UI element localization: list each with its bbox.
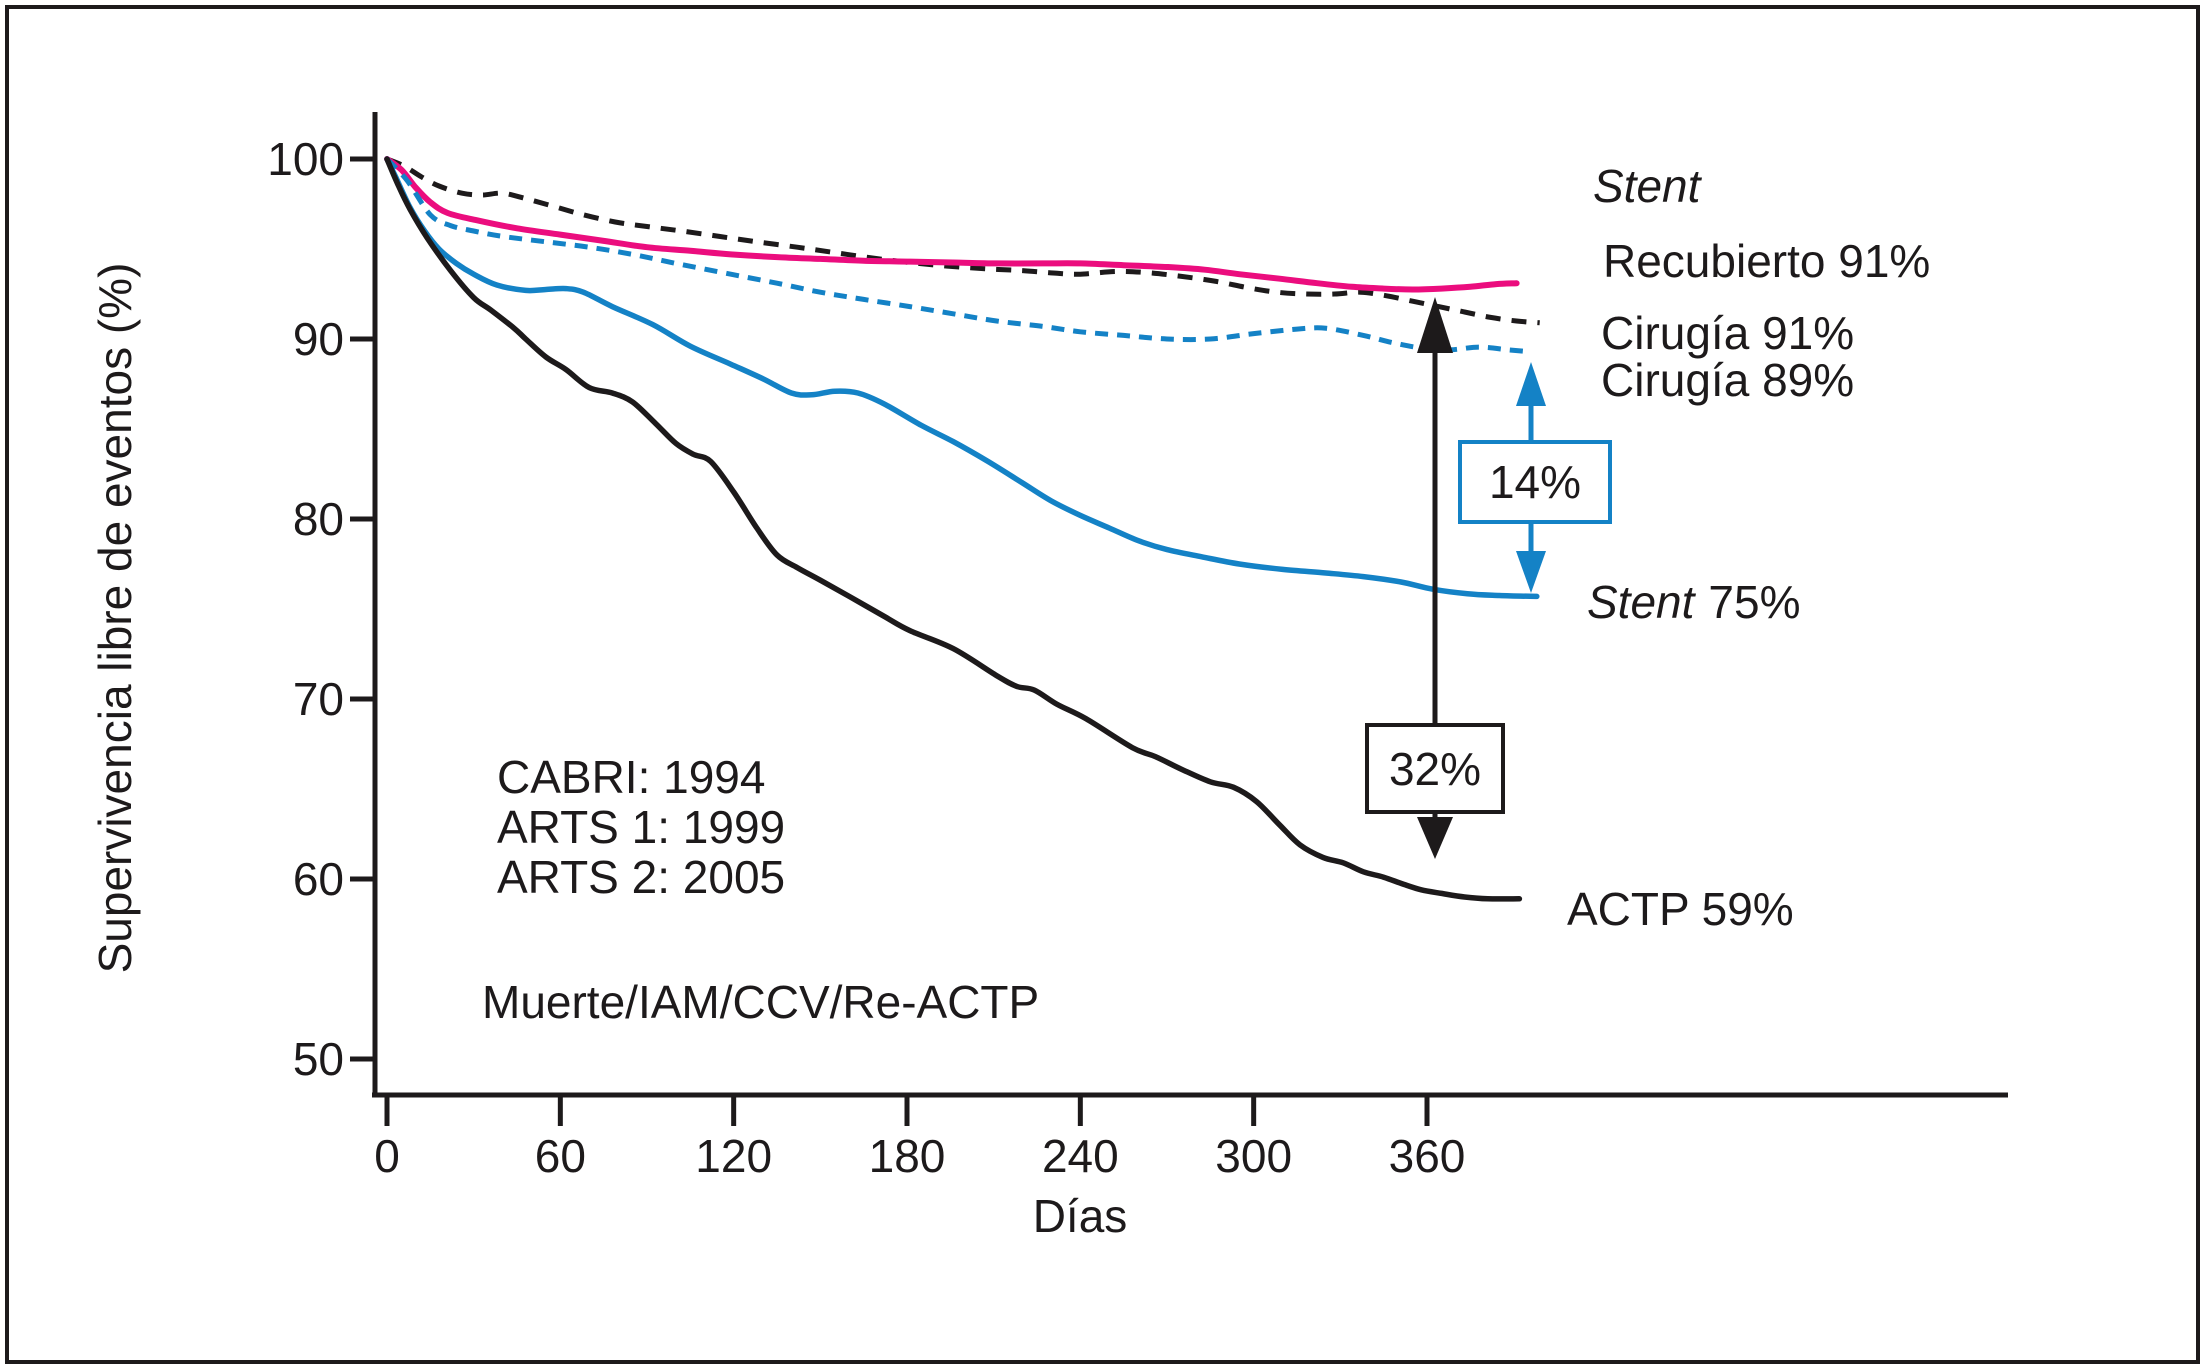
x-tick-label-60: 60 [535,1130,586,1182]
diff-14-arrowhead-down-icon [1516,551,1546,593]
x-tick-label-360: 360 [1389,1130,1466,1182]
curve-arts1_cirugia [385,157,1529,355]
diff-32-box [1365,723,1505,814]
y-tick-label-90: 90 [293,313,344,365]
x-axis-ticks: 0 60 120 180 240 300 360 [374,1097,1465,1182]
y-tick-label-50: 50 [293,1033,344,1085]
y-axis-title: Supervivencia libre de eventos (%) [89,263,141,974]
x-tick-label-300: 300 [1215,1130,1292,1182]
x-tick-label-240: 240 [1042,1130,1119,1182]
legend-recubierto-91: Recubierto 91% [1603,235,1930,287]
legend-stent-group-title: Stent [1593,160,1703,212]
legend-stent-75: Stent 75% [1587,576,1801,628]
curves-layer [384,156,1540,902]
diff-14-label: 14% [1489,456,1581,508]
curve-arts2_recubierto [384,156,1520,293]
legend-stent-75-value: 75% [1708,576,1800,628]
x-axis-title: Días [1033,1190,1128,1242]
curve-arts1_stent [384,156,1540,600]
diff-32-arrowhead-down-icon [1417,817,1453,859]
diff-32-arrowhead-up-icon [1417,297,1453,353]
curve-cabri_actp [384,156,1523,902]
endpoint-note: Muerte/IAM/CCV/Re-ACTP [482,976,1039,1028]
y-axis-ticks: 100 90 80 70 60 50 [267,133,373,1085]
diff-32-arrow [1417,297,1453,859]
legend-cirugia-91: Cirugía 91% [1601,307,1854,359]
study-legend-arts1: ARTS 1: 1999 [497,801,785,853]
diff-32-label: 32% [1389,743,1481,795]
legend-actp-59: ACTP 59% [1567,883,1794,935]
x-tick-label-0: 0 [374,1130,400,1182]
diff-14-arrowhead-up-icon [1516,362,1546,406]
x-tick-label-120: 120 [695,1130,772,1182]
study-legend-arts2: ARTS 2: 2005 [497,851,785,903]
y-tick-label-60: 60 [293,853,344,905]
figure-frame [5,5,2200,1364]
x-tick-label-180: 180 [869,1130,946,1182]
diff-14-box [1458,440,1612,524]
curve-cabri_cirugia [386,156,1540,326]
diff-14-arrow [1516,362,1546,593]
y-tick-label-70: 70 [293,673,344,725]
legend-cirugia-89: Cirugía 89% [1601,354,1854,406]
study-legend-cabri: CABRI: 1994 [497,751,765,803]
y-tick-label-100: 100 [267,133,344,185]
y-tick-label-80: 80 [293,493,344,545]
legend-stent-75-word: Stent [1587,576,1697,628]
